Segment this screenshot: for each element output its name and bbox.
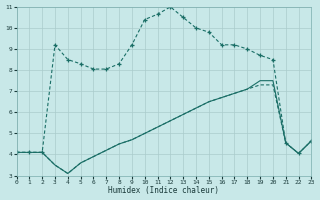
X-axis label: Humidex (Indice chaleur): Humidex (Indice chaleur) <box>108 186 220 195</box>
